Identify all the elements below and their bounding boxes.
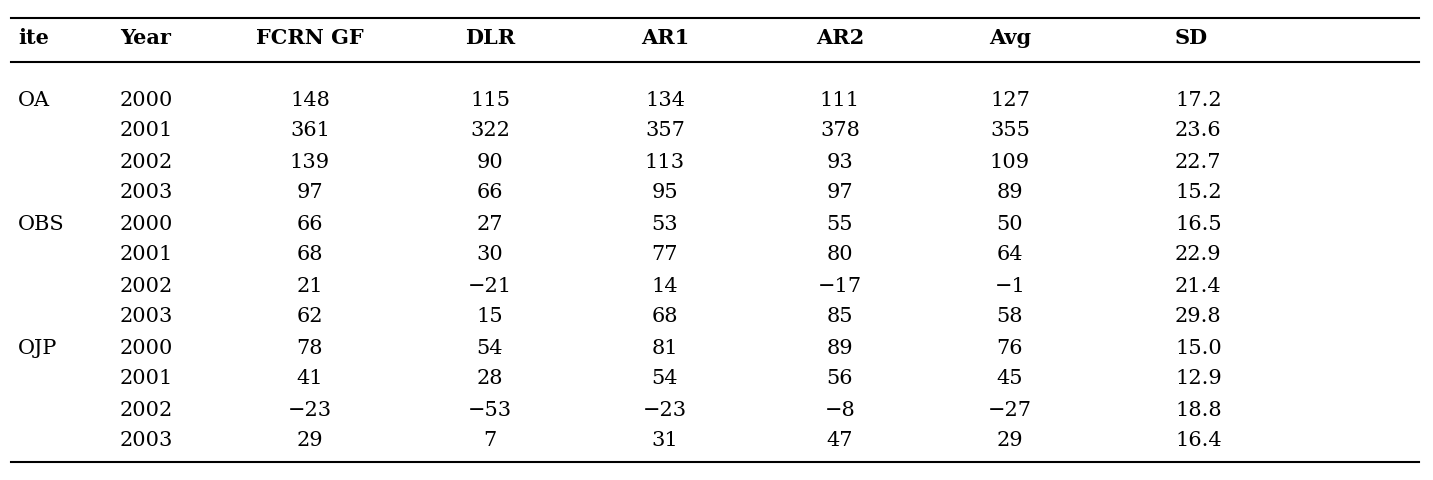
Text: AR1: AR1: [641, 28, 689, 48]
Text: 97: 97: [297, 183, 324, 203]
Text: 89: 89: [997, 183, 1023, 203]
Text: 29: 29: [297, 432, 324, 451]
Text: 148: 148: [289, 91, 330, 109]
Text: 2000: 2000: [120, 91, 173, 109]
Text: 27: 27: [477, 215, 503, 233]
Text: 2000: 2000: [120, 215, 173, 233]
Text: 76: 76: [997, 338, 1023, 358]
Text: 50: 50: [997, 215, 1023, 233]
Text: 68: 68: [297, 245, 324, 264]
Text: 355: 355: [990, 121, 1030, 141]
Text: 113: 113: [645, 153, 685, 171]
Text: 2003: 2003: [120, 432, 173, 451]
Text: SD: SD: [1175, 28, 1208, 48]
Text: ite: ite: [19, 28, 49, 48]
Text: 85: 85: [827, 308, 853, 326]
Text: 66: 66: [297, 215, 324, 233]
Text: 2002: 2002: [120, 276, 173, 296]
Text: −21: −21: [469, 276, 512, 296]
Text: 22.9: 22.9: [1175, 245, 1221, 264]
Text: 97: 97: [827, 183, 853, 203]
Text: 21: 21: [297, 276, 324, 296]
Text: 80: 80: [827, 245, 853, 264]
Text: 14: 14: [652, 276, 678, 296]
Text: −27: −27: [987, 400, 1032, 420]
Text: 28: 28: [477, 370, 503, 388]
Text: 16.5: 16.5: [1175, 215, 1221, 233]
Text: 15.0: 15.0: [1175, 338, 1222, 358]
Text: −23: −23: [643, 400, 686, 420]
Text: −17: −17: [818, 276, 863, 296]
Text: −1: −1: [995, 276, 1026, 296]
Text: 55: 55: [827, 215, 853, 233]
Text: 54: 54: [652, 370, 678, 388]
Text: 31: 31: [652, 432, 678, 451]
Text: 2002: 2002: [120, 400, 173, 420]
Text: 29: 29: [997, 432, 1023, 451]
Text: OA: OA: [19, 91, 50, 109]
Text: 29.8: 29.8: [1175, 308, 1221, 326]
Text: 12.9: 12.9: [1175, 370, 1222, 388]
Text: 361: 361: [289, 121, 330, 141]
Text: 15.2: 15.2: [1175, 183, 1221, 203]
Text: 58: 58: [997, 308, 1023, 326]
Text: 2001: 2001: [120, 121, 173, 141]
Text: 93: 93: [827, 153, 854, 171]
Text: 18.8: 18.8: [1175, 400, 1221, 420]
Text: −23: −23: [288, 400, 332, 420]
Text: 78: 78: [297, 338, 324, 358]
Text: 2003: 2003: [120, 308, 173, 326]
Text: AR2: AR2: [815, 28, 864, 48]
Text: 322: 322: [470, 121, 510, 141]
Text: 17.2: 17.2: [1175, 91, 1221, 109]
Text: 7: 7: [483, 432, 497, 451]
Text: −53: −53: [469, 400, 512, 420]
Text: 16.4: 16.4: [1175, 432, 1221, 451]
Text: 2001: 2001: [120, 245, 173, 264]
Text: 41: 41: [297, 370, 324, 388]
Text: 2001: 2001: [120, 370, 173, 388]
Text: DLR: DLR: [464, 28, 514, 48]
Text: 64: 64: [997, 245, 1023, 264]
Text: FCRN GF: FCRN GF: [257, 28, 364, 48]
Text: 81: 81: [652, 338, 678, 358]
Text: 109: 109: [990, 153, 1030, 171]
Text: OBS: OBS: [19, 215, 64, 233]
Text: 115: 115: [470, 91, 510, 109]
Text: 2003: 2003: [120, 183, 173, 203]
Text: 45: 45: [997, 370, 1023, 388]
Text: 134: 134: [645, 91, 685, 109]
Text: 23.6: 23.6: [1175, 121, 1221, 141]
Text: 2002: 2002: [120, 153, 173, 171]
Text: Year: Year: [120, 28, 171, 48]
Text: 111: 111: [820, 91, 860, 109]
Text: 56: 56: [827, 370, 853, 388]
Text: 30: 30: [477, 245, 503, 264]
Text: 90: 90: [477, 153, 503, 171]
Text: 54: 54: [477, 338, 503, 358]
Text: 127: 127: [990, 91, 1030, 109]
Text: 357: 357: [645, 121, 685, 141]
Text: 66: 66: [477, 183, 503, 203]
Text: 21.4: 21.4: [1175, 276, 1221, 296]
Text: 62: 62: [297, 308, 324, 326]
Text: 22.7: 22.7: [1175, 153, 1221, 171]
Text: 378: 378: [820, 121, 860, 141]
Text: 15: 15: [477, 308, 503, 326]
Text: 139: 139: [289, 153, 330, 171]
Text: 68: 68: [652, 308, 678, 326]
Text: 2000: 2000: [120, 338, 173, 358]
Text: 53: 53: [652, 215, 678, 233]
Text: Avg: Avg: [989, 28, 1032, 48]
Text: 77: 77: [652, 245, 678, 264]
Text: OJP: OJP: [19, 338, 57, 358]
Text: −8: −8: [824, 400, 856, 420]
Text: 89: 89: [827, 338, 853, 358]
Text: 95: 95: [652, 183, 678, 203]
Text: 47: 47: [827, 432, 853, 451]
